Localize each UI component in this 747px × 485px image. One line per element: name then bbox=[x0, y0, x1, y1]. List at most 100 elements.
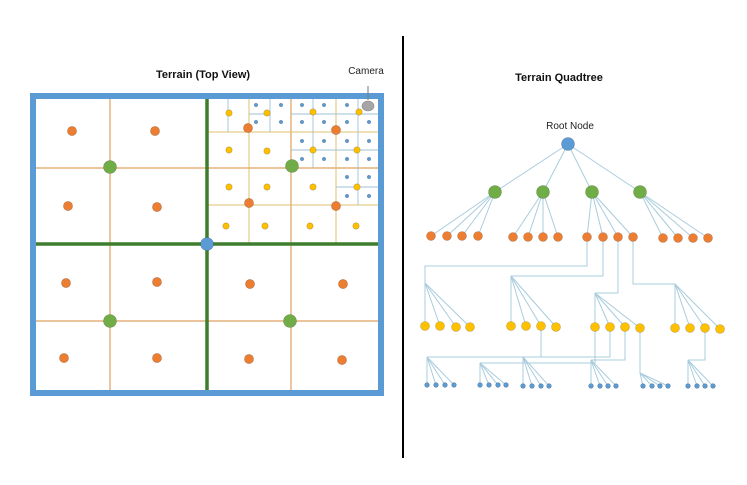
quadtree-level4-node bbox=[529, 383, 535, 389]
level3-node bbox=[309, 146, 317, 154]
quadtree-level3-node bbox=[451, 322, 461, 332]
quadtree-level2-node bbox=[628, 232, 638, 242]
level4-node bbox=[278, 119, 284, 125]
quadtree-level2-node bbox=[613, 232, 623, 242]
level3-node bbox=[263, 147, 271, 155]
quadtree-level3-node bbox=[420, 321, 430, 331]
quadtree-level2-node bbox=[538, 232, 548, 242]
tree-edge bbox=[512, 191, 544, 238]
level4-node bbox=[344, 193, 350, 199]
quadtree-level2-node bbox=[553, 232, 563, 242]
level3-node bbox=[225, 183, 233, 191]
level4-node bbox=[321, 138, 327, 144]
tree-edge bbox=[426, 356, 446, 386]
quadtree-level2-node bbox=[473, 231, 483, 241]
tree-edge bbox=[639, 372, 653, 387]
quadtree-level3-node bbox=[715, 324, 725, 334]
tree-edge bbox=[424, 282, 457, 328]
level2-node bbox=[243, 123, 253, 133]
level4-node bbox=[344, 156, 350, 162]
root-node-label: Root Node bbox=[546, 121, 594, 132]
quadtree-level4-node bbox=[685, 383, 691, 389]
level1-node bbox=[103, 314, 117, 328]
level4-node bbox=[321, 102, 327, 108]
level4-node bbox=[299, 119, 305, 125]
tree-edge bbox=[639, 372, 669, 387]
quadtree-level4-node bbox=[495, 382, 501, 388]
quadtree-level2-node bbox=[598, 232, 608, 242]
quadtree-level1-node bbox=[585, 185, 599, 199]
level3-node bbox=[225, 146, 233, 154]
quadtree-level4-node bbox=[424, 382, 430, 388]
tree-edge bbox=[590, 359, 601, 387]
quadtree-level4-node bbox=[597, 383, 603, 389]
quadtree-level4-node bbox=[433, 382, 439, 388]
quadtree-level4-node bbox=[657, 383, 663, 389]
terrain-nodes bbox=[59, 102, 372, 365]
level4-node bbox=[253, 119, 259, 125]
quadtree-level3-node bbox=[551, 322, 561, 332]
level4-node bbox=[253, 102, 259, 108]
quadtree-level4-node bbox=[451, 382, 457, 388]
quadtree-level4-node bbox=[503, 382, 509, 388]
level1-node bbox=[103, 160, 117, 174]
quadtree-level4-node bbox=[702, 383, 708, 389]
quadtree-level3-node bbox=[635, 323, 645, 333]
tree-edge bbox=[591, 191, 634, 238]
quadtree-level3-node bbox=[590, 322, 600, 332]
tree-connector bbox=[591, 327, 626, 361]
quadtree-level3-node bbox=[670, 323, 680, 333]
tree-edge bbox=[639, 191, 679, 239]
quadtree-level2-node bbox=[508, 232, 518, 242]
level1-node bbox=[283, 314, 297, 328]
level2-node bbox=[338, 279, 348, 289]
level2-node bbox=[245, 279, 255, 289]
tree-edge bbox=[461, 191, 496, 237]
tree-edge bbox=[687, 359, 706, 387]
quadtree-nodes bbox=[420, 137, 725, 389]
tree-edge bbox=[674, 283, 691, 329]
tree-edge bbox=[567, 143, 593, 193]
level3-node bbox=[353, 183, 361, 191]
camera-marker bbox=[361, 86, 375, 112]
quadtree-level3-node bbox=[605, 322, 615, 332]
level2-node bbox=[152, 277, 162, 287]
tree-edge bbox=[594, 292, 641, 329]
quadtree-level3-node bbox=[521, 321, 531, 331]
terrain-top-view-title: Terrain (Top View) bbox=[156, 69, 250, 81]
level3-node bbox=[309, 183, 317, 191]
level1-node bbox=[285, 159, 299, 173]
tree-edge bbox=[591, 191, 619, 238]
tree-edge bbox=[494, 143, 569, 193]
tree-edge bbox=[687, 359, 698, 387]
terrain-boundary bbox=[30, 93, 384, 396]
level3-node bbox=[261, 222, 269, 230]
level2-node bbox=[61, 278, 71, 288]
tree-edge bbox=[510, 275, 557, 328]
quadtree-level4-node bbox=[477, 382, 483, 388]
level2-node bbox=[337, 355, 347, 365]
tree-edge bbox=[586, 191, 593, 238]
tree-edge bbox=[639, 191, 709, 239]
level2-node bbox=[67, 126, 77, 136]
tree-edge bbox=[424, 282, 441, 327]
quadtree-level2-node bbox=[658, 233, 668, 243]
level3-node bbox=[222, 222, 230, 230]
tree-edge bbox=[479, 362, 507, 386]
tree-edge bbox=[522, 356, 542, 387]
level4-node bbox=[278, 102, 284, 108]
quadtree-level4-node bbox=[546, 383, 552, 389]
quadtree-level2-node bbox=[703, 233, 713, 243]
quadtree-level4-node bbox=[605, 383, 611, 389]
level3-node bbox=[353, 146, 361, 154]
quadtree-level4-node bbox=[649, 383, 655, 389]
tree-edge bbox=[430, 191, 496, 237]
quadtree-level4-node bbox=[694, 383, 700, 389]
tree-edge bbox=[479, 362, 499, 386]
tree-connector bbox=[511, 237, 604, 277]
tree-edge bbox=[639, 191, 664, 239]
tree-edge bbox=[446, 191, 496, 237]
camera-label: Camera bbox=[348, 66, 384, 77]
quadtree-level2-node bbox=[688, 233, 698, 243]
